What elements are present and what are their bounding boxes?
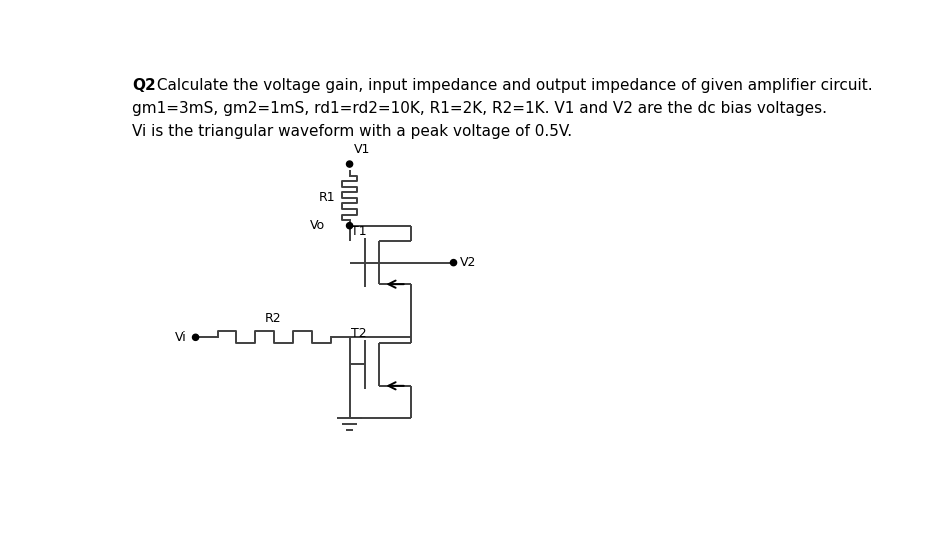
Text: Vo: Vo: [310, 219, 325, 232]
Text: Vi is the triangular waveform with a peak voltage of 0.5V.: Vi is the triangular waveform with a pea…: [132, 124, 573, 139]
Text: T2: T2: [352, 327, 366, 340]
Circle shape: [347, 223, 352, 229]
Text: Calculate the voltage gain, input impedance and output impedance of given amplif: Calculate the voltage gain, input impeda…: [153, 78, 873, 93]
Text: V2: V2: [459, 256, 476, 269]
Text: R2: R2: [264, 312, 281, 325]
Circle shape: [450, 260, 457, 265]
Circle shape: [193, 334, 199, 341]
Text: V1: V1: [354, 143, 370, 156]
Text: R1: R1: [319, 191, 336, 205]
Text: T1: T1: [352, 225, 366, 238]
Text: gm1=3mS, gm2=1mS, rd1=rd2=10K, R1=2K, R2=1K. V1 and V2 are the dc bias voltages.: gm1=3mS, gm2=1mS, rd1=rd2=10K, R1=2K, R2…: [132, 101, 828, 116]
Text: Vi: Vi: [175, 331, 186, 344]
Circle shape: [347, 161, 352, 167]
Text: Q2: Q2: [132, 78, 156, 93]
